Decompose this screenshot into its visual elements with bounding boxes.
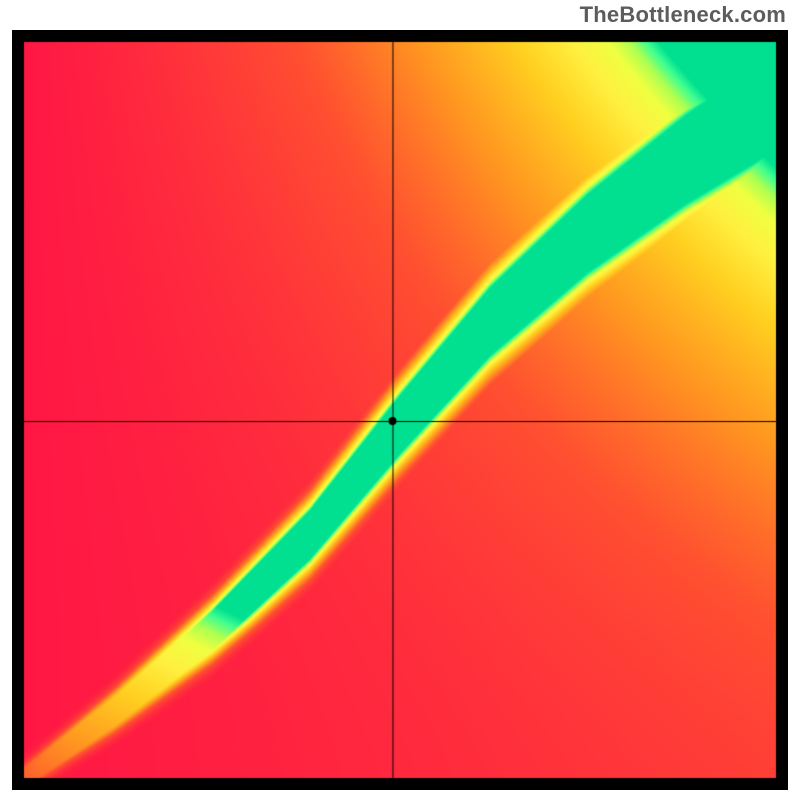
heatmap-plot-frame	[12, 30, 788, 790]
chart-container: TheBottleneck.com	[0, 0, 800, 800]
watermark-text: TheBottleneck.com	[580, 2, 786, 28]
crosshair-overlay	[12, 30, 788, 790]
